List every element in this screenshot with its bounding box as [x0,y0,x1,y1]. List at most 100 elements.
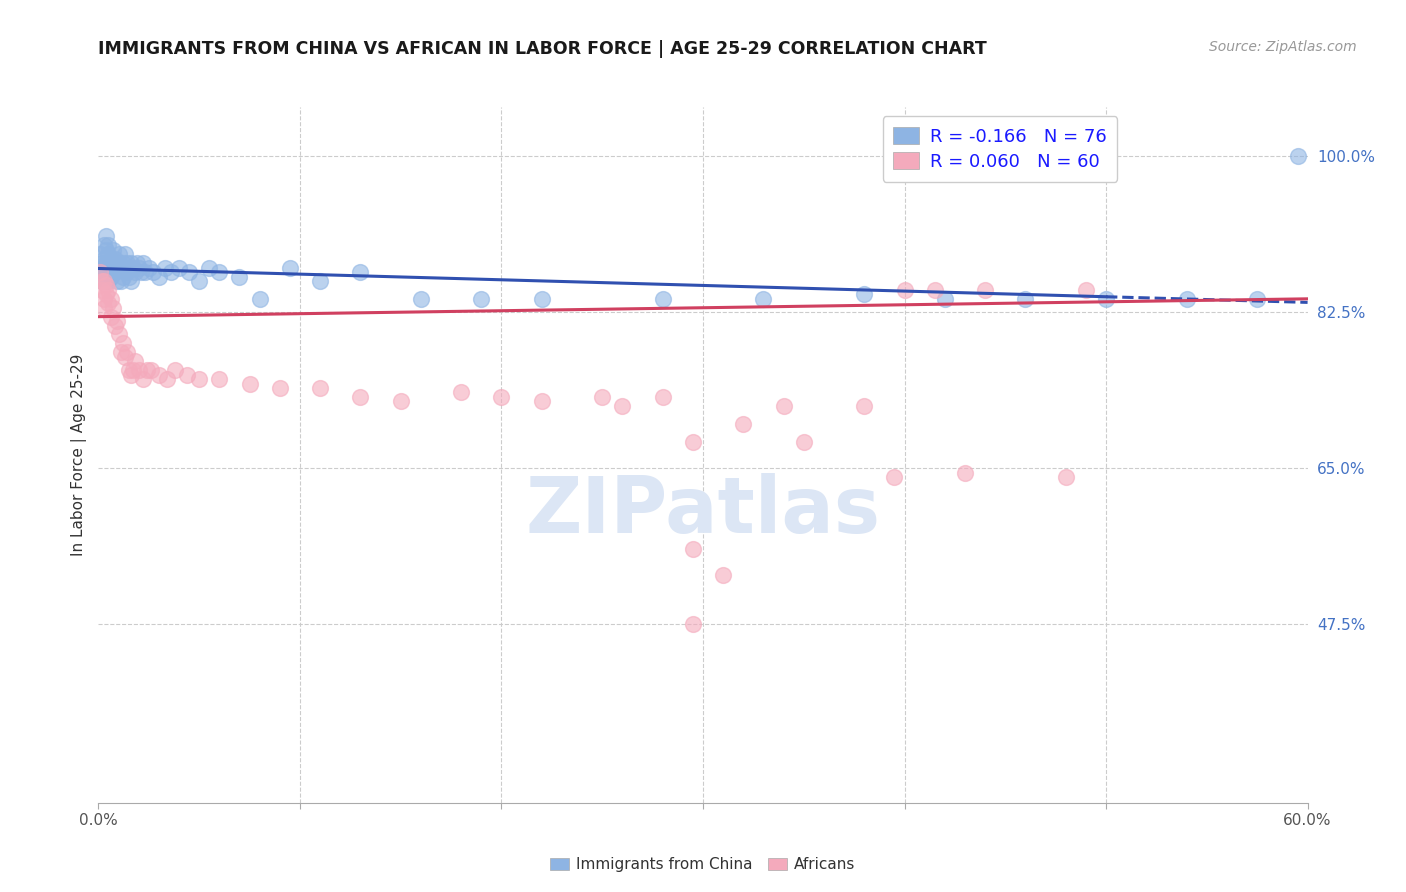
Point [114,350,136,364]
Point [110,345,132,359]
Point [103,318,125,333]
Point [682,434,704,449]
Point [91,274,114,288]
Point [934,292,956,306]
Point [134,265,156,279]
Point [107,256,129,270]
Point [208,372,231,386]
Point [132,372,155,386]
Text: IMMIGRANTS FROM CHINA VS AFRICAN IN LABOR FORCE | AGE 25-29 CORRELATION CHART: IMMIGRANTS FROM CHINA VS AFRICAN IN LABO… [98,40,987,58]
Point [188,274,211,288]
Point [93,292,115,306]
Point [110,274,132,288]
Point [93,301,115,315]
Point [733,417,755,431]
Point [239,376,262,391]
Point [100,292,122,306]
Point [96,265,118,279]
Point [121,363,143,377]
Point [93,252,115,266]
Point [853,287,876,301]
Point [100,256,122,270]
Point [208,265,231,279]
Point [470,292,492,306]
Point [249,292,271,306]
Point [115,345,138,359]
Point [278,260,301,275]
Point [118,269,141,284]
Y-axis label: In Labor Force | Age 25-29: In Labor Force | Age 25-29 [72,354,87,556]
Point [111,336,134,351]
Point [93,260,115,275]
Point [128,363,150,377]
Point [132,256,155,270]
Point [118,260,141,275]
Point [103,265,125,279]
Point [89,247,111,261]
Point [167,260,190,275]
Point [101,243,124,257]
Point [121,260,143,275]
Point [389,394,412,409]
Point [893,283,915,297]
Point [176,368,198,382]
Point [103,260,125,275]
Point [91,256,114,270]
Point [120,256,142,270]
Point [491,390,513,404]
Point [1246,292,1268,306]
Point [96,287,118,301]
Point [711,568,734,582]
Point [96,256,118,270]
Point [97,265,120,279]
Point [1095,292,1118,306]
Point [612,399,634,413]
Point [135,363,157,377]
Point [125,256,148,270]
Point [148,368,170,382]
Point [924,283,946,297]
Point [682,617,704,632]
Point [93,265,115,279]
Point [953,466,976,480]
Point [96,278,118,293]
Point [97,296,120,310]
Point [97,256,120,270]
Point [309,381,332,395]
Point [103,252,125,266]
Point [148,269,170,284]
Point [349,265,371,279]
Point [115,265,138,279]
Point [105,314,128,328]
Point [120,274,142,288]
Point [1074,283,1097,297]
Point [97,274,120,288]
Point [651,390,673,404]
Point [107,247,129,261]
Point [188,372,211,386]
Point [89,265,111,279]
Point [91,274,114,288]
Point [101,301,124,315]
Point [120,368,142,382]
Point [124,265,146,279]
Point [128,260,150,275]
Point [530,394,553,409]
Legend: Immigrants from China, Africans: Immigrants from China, Africans [543,849,863,880]
Point [93,238,115,252]
Point [100,269,122,284]
Point [97,247,120,261]
Point [114,247,136,261]
Point [105,260,128,275]
Point [160,265,183,279]
Point [530,292,553,306]
Point [138,260,160,275]
Point [105,274,128,288]
Point [97,238,120,252]
Point [93,274,115,288]
Point [179,265,201,279]
Point [1054,470,1077,484]
Point [139,363,162,377]
Point [228,269,250,284]
Text: Source: ZipAtlas.com: Source: ZipAtlas.com [1209,40,1357,54]
